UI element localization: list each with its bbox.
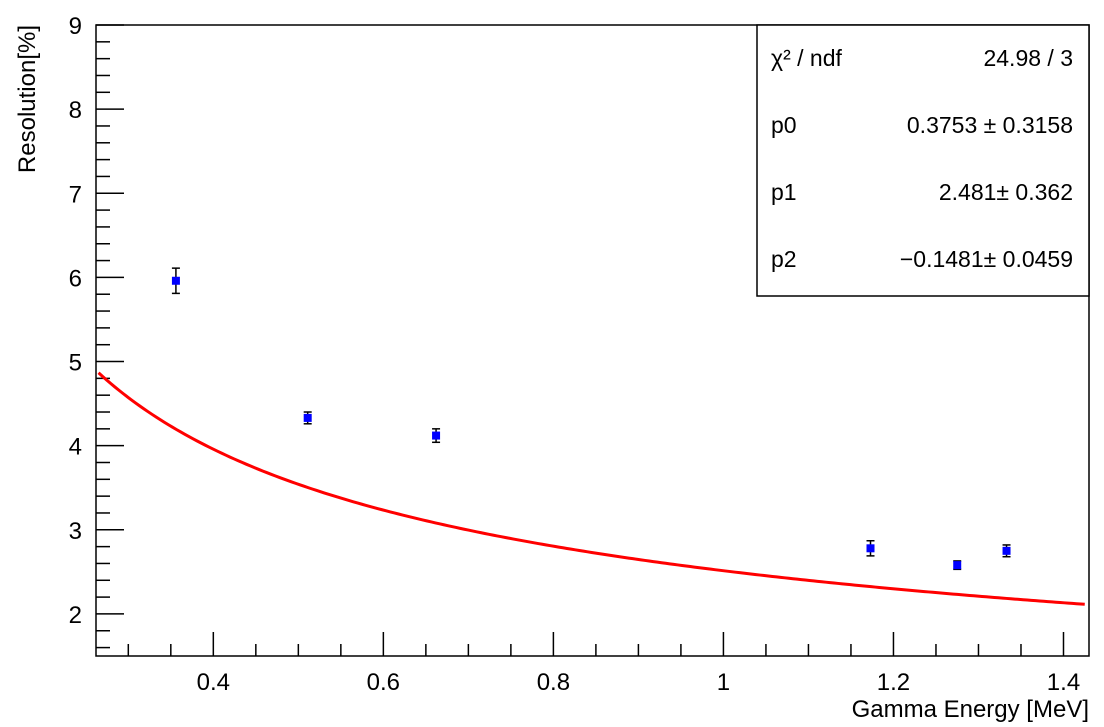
data-point bbox=[866, 544, 875, 553]
data-point bbox=[303, 413, 312, 422]
stats-label-p2: p2 bbox=[771, 246, 797, 272]
y-tick-label: 6 bbox=[69, 265, 82, 292]
stats-label-p1: p1 bbox=[771, 179, 797, 205]
y-axis-label: Resolution[%] bbox=[14, 25, 41, 173]
axis-ticks bbox=[96, 24, 1065, 656]
x-tick-labels: 0.4 0.6 0.8 1 1.2 1.4 bbox=[197, 669, 1081, 696]
data-point bbox=[1002, 546, 1011, 555]
y-tick-label: 5 bbox=[69, 350, 82, 377]
stats-value-p2: −0.1481± 0.0459 bbox=[900, 246, 1073, 272]
fit-curve bbox=[97, 371, 1085, 606]
y-tick-label: 4 bbox=[69, 434, 82, 461]
stats-value-p1: 2.481± 0.362 bbox=[939, 179, 1073, 205]
data-points bbox=[171, 267, 1011, 571]
plot-frame bbox=[95, 24, 1090, 657]
stats-label-p0: p0 bbox=[771, 112, 797, 138]
x-tick-label: 0.4 bbox=[197, 669, 230, 696]
data-point bbox=[432, 431, 441, 440]
y-tick-label: 3 bbox=[69, 518, 82, 545]
data-point bbox=[171, 276, 180, 285]
y-tick-label: 9 bbox=[69, 13, 82, 40]
y-tick-label: 2 bbox=[69, 602, 82, 629]
stats-box: χ² / ndf 24.98 / 3 p0 0.3753 ± 0.3158 p1… bbox=[756, 24, 1090, 297]
x-tick-label: 0.6 bbox=[367, 669, 400, 696]
stats-box-frame bbox=[756, 24, 1090, 297]
y-tick-label: 8 bbox=[69, 97, 82, 124]
x-tick-label: 1.2 bbox=[877, 669, 910, 696]
stats-label-chi2: χ² / ndf bbox=[771, 45, 842, 71]
x-tick-label: 0.8 bbox=[537, 669, 570, 696]
stats-value-p0: 0.3753 ± 0.3158 bbox=[907, 112, 1073, 138]
stats-value-chi2: 24.98 / 3 bbox=[983, 45, 1073, 71]
y-tick-labels: 2 3 4 5 6 7 8 9 bbox=[69, 13, 82, 629]
x-axis-label: Gamma Energy [MeV] bbox=[852, 696, 1089, 723]
x-tick-label: 1.4 bbox=[1047, 669, 1080, 696]
y-tick-label: 7 bbox=[69, 181, 82, 208]
data-point bbox=[953, 561, 962, 570]
x-tick-label: 1 bbox=[717, 669, 730, 696]
